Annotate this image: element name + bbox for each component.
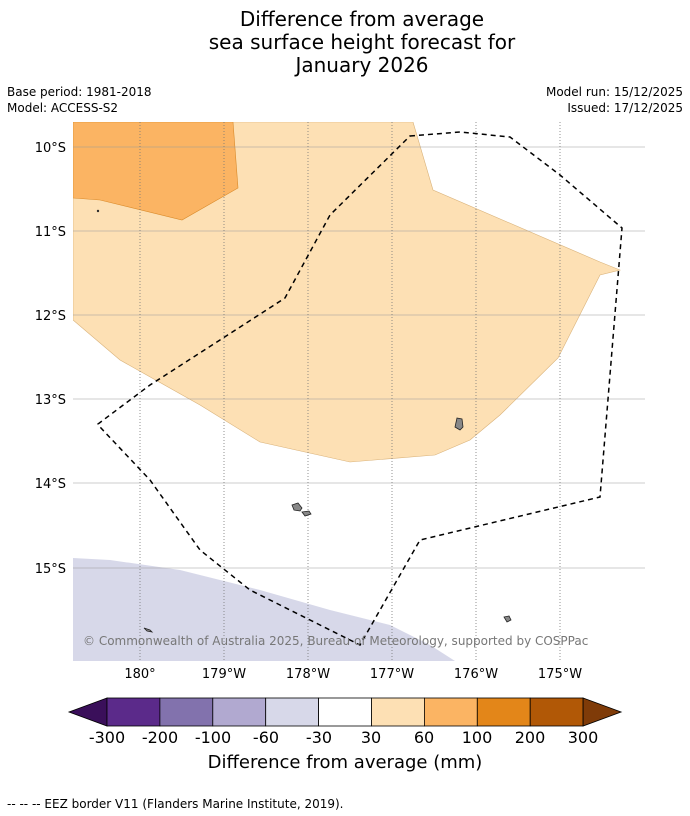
colorbar-tick: 30 [360, 728, 382, 747]
latitude-labels: 10°S 11°S 12°S 13°S 14°S 15°S [35, 141, 66, 577]
eez-legend-note: -- -- -- EEZ border V11 (Flanders Marine… [7, 797, 344, 811]
colorbar-tick: -30 [305, 728, 333, 747]
longitude-labels: 180° 179°W 178°W 177°W 176°W 175°W [124, 667, 582, 682]
colorbar-bin [159, 697, 214, 727]
colorbar-bin [265, 697, 320, 727]
colorbar-extend-low [67, 697, 108, 727]
lat-label: 12°S [35, 309, 66, 324]
colorbar-bin [318, 697, 372, 727]
island-speck [96, 209, 100, 213]
eez-border [96, 131, 623, 646]
lat-label: 14°S [35, 477, 66, 492]
colorbar-bin [423, 697, 478, 727]
chart-title: Difference from average sea surface heig… [0, 8, 690, 77]
lon-label: 178°W [286, 667, 330, 682]
colorbar-ticks: -300 -200 -100 -60 -30 30 60 100 200 300 [0, 728, 690, 748]
colorbar-tick: -60 [252, 728, 280, 747]
colorbar-tick: -200 [141, 728, 179, 747]
title-line-2: sea surface height forecast for [208, 30, 516, 54]
lon-label: 180° [124, 667, 155, 682]
anomaly-region-60-100 [73, 122, 239, 221]
anomaly-region-minus-60-minus-30 [73, 558, 455, 661]
island-wallis-a [291, 502, 303, 512]
colorbar-bin [529, 697, 584, 727]
lon-label: 177°W [370, 667, 414, 682]
map-area: © Commonwealth of Australia 2025, Bureau… [73, 122, 645, 661]
base-period: Base period: 1981-2018 [7, 85, 152, 99]
lat-label: 15°S [35, 562, 66, 577]
colorbar-tick: 100 [461, 728, 493, 747]
lat-label: 11°S [35, 225, 66, 240]
colorbar-bin [106, 697, 161, 727]
land-islands [96, 209, 512, 633]
colorbar-extend-high [582, 697, 623, 727]
title-line-3: January 2026 [295, 53, 429, 77]
lat-label: 13°S [35, 393, 66, 408]
colorbar-bin [371, 697, 425, 727]
latitude-gridlines [73, 146, 645, 569]
colorbar [67, 697, 623, 727]
lat-label: 10°S [35, 141, 66, 156]
lon-label: 176°W [454, 667, 498, 682]
colorbar-tick: -300 [88, 728, 126, 747]
colorbar-bin [476, 697, 531, 727]
metadata-right: Model run: 15/12/2025 Issued: 17/12/2025 [546, 84, 683, 116]
issued-date: Issued: 17/12/2025 [567, 101, 683, 115]
model-name: Model: ACCESS-S2 [7, 101, 119, 115]
title-line-1: Difference from average [239, 7, 485, 31]
metadata-left: Base period: 1981-2018 Model: ACCESS-S2 [7, 84, 152, 116]
island-west [143, 627, 154, 633]
anomaly-region-30-60 [73, 122, 621, 463]
lon-label: 175°W [538, 667, 582, 682]
colorbar-tick: -100 [194, 728, 232, 747]
colorbar-tick: 200 [514, 728, 546, 747]
colorbar-label: Difference from average (mm) [207, 752, 483, 773]
model-run-date: Model run: 15/12/2025 [545, 85, 683, 99]
colorbar-bin [212, 697, 267, 727]
colorbar-tick: 60 [413, 728, 435, 747]
island-niuatoputapu [503, 615, 512, 623]
lon-label: 179°W [202, 667, 246, 682]
colorbar-tick: 300 [567, 728, 599, 747]
copyright-text: © Commonwealth of Australia 2025, Bureau… [83, 634, 588, 648]
island-wallis-b [301, 510, 312, 517]
island-niuafoou [454, 417, 464, 431]
